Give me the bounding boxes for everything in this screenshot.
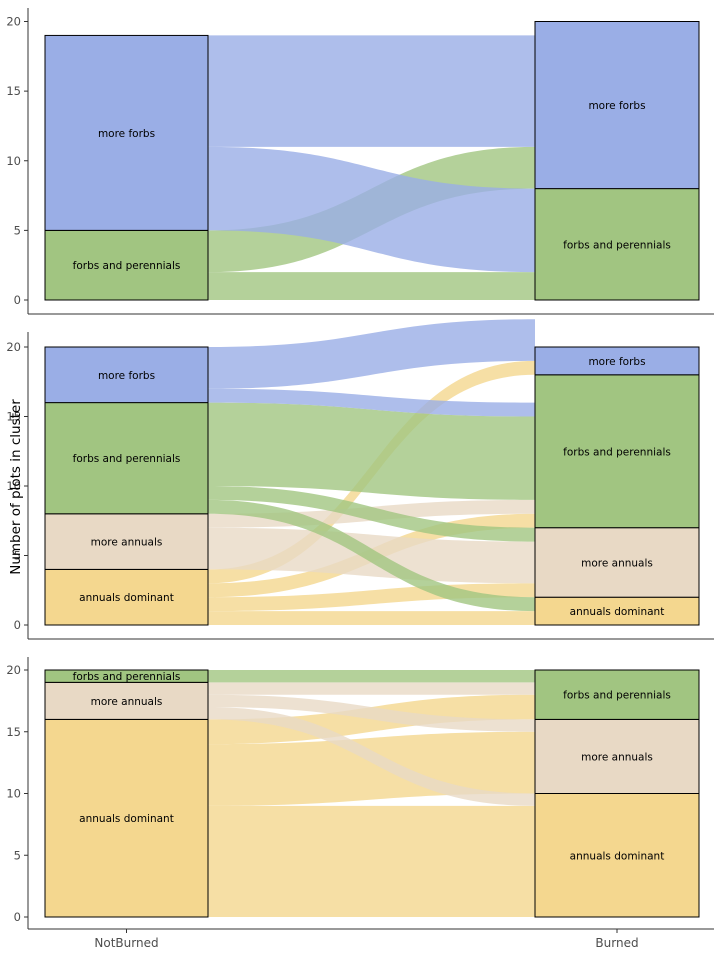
y-tick-label: 0 bbox=[14, 618, 21, 632]
stratum-label: more forbs bbox=[98, 370, 155, 382]
stratum-label: more forbs bbox=[588, 100, 645, 112]
flow-more-annuals-to-forbs-and-perennials bbox=[208, 682, 535, 695]
flow-forbs-and-perennials-to-forbs-and-perennials bbox=[208, 402, 535, 500]
flow-more-annuals-to-more-annuals bbox=[208, 694, 535, 732]
stratum-label: annuals dominant bbox=[79, 592, 174, 604]
stratum-label: more annuals bbox=[581, 557, 653, 569]
stratum-notburned-more-annuals bbox=[44, 513, 209, 570]
x-tick-label-notburned: NotBurned bbox=[94, 936, 158, 950]
y-tick-label: 15 bbox=[6, 84, 21, 98]
stratum-label: more forbs bbox=[98, 128, 155, 140]
stratum-burned-forbs-and-perennials bbox=[534, 188, 700, 301]
strata-burned: forbs and perennials more forbs bbox=[534, 21, 700, 301]
y-tick-label: 0 bbox=[14, 910, 21, 924]
stratum-burned-forbs-and-perennials bbox=[534, 374, 700, 529]
stratum-burned-annuals-dominant bbox=[534, 793, 700, 918]
stratum-label: more annuals bbox=[581, 751, 653, 763]
stratum-label: forbs and perennials bbox=[563, 239, 671, 251]
stratum-notburned-forbs-and-perennials bbox=[44, 229, 209, 301]
flows bbox=[208, 319, 535, 625]
flow-annuals-dominant-to-annuals-dominant bbox=[208, 611, 535, 625]
stratum-notburned-forbs-and-perennials bbox=[44, 669, 209, 683]
stratum-burned-more-annuals bbox=[534, 718, 700, 795]
y-axis-title: Number of plots in cluster bbox=[8, 399, 24, 575]
flow-more-forbs-to-more-forbs bbox=[208, 319, 535, 389]
stratum-label: forbs and perennials bbox=[73, 260, 181, 272]
flow-forbs-and-perennials-to-annuals-dominant bbox=[208, 499, 535, 612]
y-tick-label: 10 bbox=[6, 154, 21, 168]
flow-more-forbs-to-more-forbs bbox=[208, 35, 535, 147]
y-tick-label: 15 bbox=[6, 725, 21, 739]
stratum-burned-more-forbs bbox=[534, 346, 700, 376]
flow-forbs-and-perennials-to-more-annuals bbox=[208, 486, 535, 542]
stratum-notburned-more-forbs bbox=[44, 34, 209, 231]
y-tick-label: 20 bbox=[6, 15, 21, 29]
stratum-label: more annuals bbox=[91, 696, 163, 708]
flow-forbs-and-perennials-to-forbs-and-perennials bbox=[208, 670, 535, 683]
panel-3: 0 5 10 15 20 annuals dominant more annuals forb… bbox=[6, 657, 714, 930]
y-tick-label: 5 bbox=[14, 549, 21, 563]
stratum-notburned-more-forbs bbox=[44, 346, 209, 404]
stratum-label: forbs and perennials bbox=[563, 690, 671, 702]
y-tick-label: 10 bbox=[6, 787, 21, 801]
stratum-burned-forbs-and-perennials bbox=[534, 669, 700, 720]
y-tick-label: 0 bbox=[14, 293, 21, 307]
flow-more-forbs-to-forbs-and-perennials bbox=[208, 146, 535, 273]
stratum-burned-more-forbs bbox=[534, 21, 700, 190]
y-tick-label: 5 bbox=[14, 223, 21, 237]
y-tick-label: 10 bbox=[6, 479, 21, 493]
stratum-burned-annuals-dominant bbox=[534, 596, 700, 626]
stratum-burned-more-annuals bbox=[534, 527, 700, 598]
y-tick-label: 5 bbox=[14, 848, 21, 862]
y-tick-label: 20 bbox=[6, 340, 21, 354]
strata-notburned: annuals dominant more annuals forbs and pe… bbox=[44, 669, 209, 918]
x-tick-label-burned: Burned bbox=[595, 936, 638, 950]
flow-forbs-and-perennials-to-forbs-and-perennials bbox=[208, 272, 535, 300]
stratum-notburned-forbs-and-perennials bbox=[44, 402, 209, 515]
strata-notburned: annuals dominant more annuals forbs and pe… bbox=[44, 346, 209, 626]
y-tick-label: 15 bbox=[6, 410, 21, 424]
stratum-label: more forbs bbox=[588, 356, 645, 368]
panel-2: 0 5 10 15 20 annuals dominant more annuals forb… bbox=[6, 319, 714, 640]
stratum-label: forbs and perennials bbox=[73, 671, 181, 683]
stratum-label: more annuals bbox=[91, 537, 163, 549]
stratum-label: forbs and perennials bbox=[563, 446, 671, 458]
stratum-notburned-annuals-dominant bbox=[44, 568, 209, 626]
flow-more-forbs-to-forbs-and-perennials bbox=[208, 388, 535, 417]
strata-burned: annuals dominant more annuals forbs and pe… bbox=[534, 669, 700, 918]
strata-burned: annuals dominant more annuals forbs and pe… bbox=[534, 346, 700, 626]
flows bbox=[208, 35, 535, 300]
x-axis: NotBurned Burned bbox=[94, 929, 639, 950]
y-tick-label: 20 bbox=[6, 663, 21, 677]
stratum-label: annuals dominant bbox=[570, 850, 665, 862]
stratum-label: annuals dominant bbox=[570, 606, 665, 618]
stratum-notburned-more-annuals bbox=[44, 681, 209, 720]
flows bbox=[208, 670, 535, 917]
flow-annuals-dominant-to-annuals-dominant bbox=[208, 805, 535, 917]
flow-annuals-dominant-to-forbs-and-perennials bbox=[208, 694, 535, 745]
flow-more-annuals-to-annuals-dominant bbox=[208, 707, 535, 806]
strata-notburned: forbs and perennials more forbs bbox=[44, 34, 209, 301]
stratum-label: forbs and perennials bbox=[73, 453, 181, 465]
stratum-label: annuals dominant bbox=[79, 813, 174, 825]
